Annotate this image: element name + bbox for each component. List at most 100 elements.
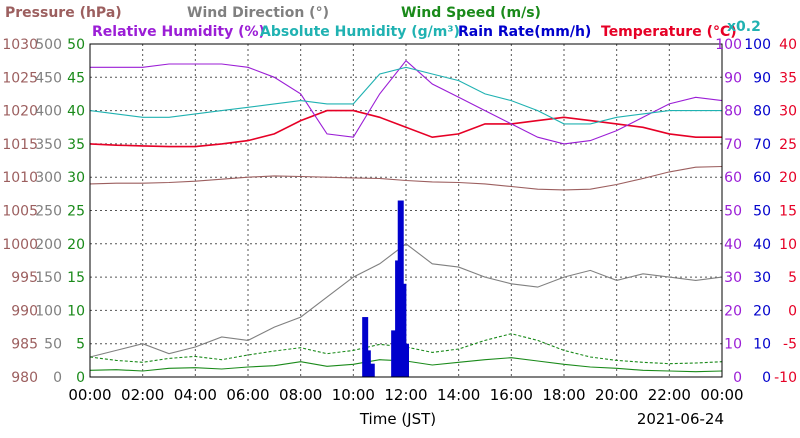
x-tick-label: 14:00 bbox=[437, 386, 480, 404]
tick-label-pressure: 1000 bbox=[2, 237, 38, 253]
tick-label-relative-humidity: 70 bbox=[724, 137, 742, 153]
tick-label-relative-humidity: 60 bbox=[724, 170, 742, 186]
tick-label-relative-humidity: 40 bbox=[724, 237, 742, 253]
tick-label-wind-speed: 20 bbox=[67, 237, 85, 253]
x-tick-label: 08:00 bbox=[279, 386, 322, 404]
right-axes: 1009080706050403020100100908070605040302… bbox=[715, 37, 797, 386]
left-axes: 1030102510201015101010051000995990985980… bbox=[2, 37, 85, 386]
tick-label-pressure: 995 bbox=[11, 270, 38, 286]
series-line-wind-speed bbox=[89, 333, 723, 365]
tick-label-wind-direction: 100 bbox=[35, 303, 62, 319]
tick-label-wind-speed: 15 bbox=[67, 270, 85, 286]
tick-label-wind-speed: 25 bbox=[67, 204, 85, 220]
series-line-pressure bbox=[89, 165, 723, 191]
tick-label-relative-humidity: 100 bbox=[715, 37, 742, 53]
series-line-wind-direction bbox=[89, 243, 723, 358]
tick-label-relative-humidity: 10 bbox=[724, 337, 742, 353]
tick-label-wind-direction: 400 bbox=[35, 104, 62, 120]
tick-label-temperature: 40 bbox=[779, 37, 797, 53]
date-label: 2021-06-24 bbox=[637, 410, 724, 428]
tick-label-pressure: 1020 bbox=[2, 104, 38, 120]
tick-label-temperature: 10 bbox=[779, 237, 797, 253]
tick-label-temperature: 25 bbox=[779, 137, 797, 153]
tick-label-rain-rate: 100 bbox=[744, 37, 771, 53]
tick-label-wind-speed: 0 bbox=[76, 370, 85, 386]
tick-label-rain-rate: 40 bbox=[753, 237, 771, 253]
legend-item-row1: Pressure (hPa) bbox=[5, 5, 122, 21]
tick-label-pressure: 1025 bbox=[2, 70, 38, 86]
x-tick-label: 20:00 bbox=[595, 386, 638, 404]
tick-label-wind-speed: 35 bbox=[67, 137, 85, 153]
tick-label-wind-direction: 0 bbox=[53, 370, 62, 386]
x-tick-label: 00:00 bbox=[68, 386, 111, 404]
tick-label-relative-humidity: 0 bbox=[733, 370, 742, 386]
tick-label-pressure: 1015 bbox=[2, 137, 38, 153]
x-tick-label: 22:00 bbox=[648, 386, 691, 404]
rain-rate-bar bbox=[362, 317, 369, 377]
tick-label-relative-humidity: 20 bbox=[724, 303, 742, 319]
tick-label-temperature: 5 bbox=[788, 270, 797, 286]
legend-item-row1: Wind Speed (m/s) bbox=[401, 5, 541, 21]
tick-label-pressure: 990 bbox=[11, 303, 38, 319]
rain-rate-bar bbox=[391, 330, 398, 377]
abs-humidity-scale-note: x0.2 bbox=[727, 19, 761, 35]
series-line-relative-humidity bbox=[90, 59, 723, 145]
tick-label-pressure: 1030 bbox=[2, 37, 38, 53]
legend-item-row1: Wind Direction (°) bbox=[187, 5, 329, 21]
tick-label-wind-direction: 200 bbox=[35, 237, 62, 253]
rain-rate-bar bbox=[368, 363, 375, 377]
legend-item-row2: Rain Rate(mm/h) bbox=[458, 24, 591, 40]
x-tick-label: 12:00 bbox=[384, 386, 427, 404]
tick-label-wind-speed: 40 bbox=[67, 104, 85, 120]
tick-label-pressure: 980 bbox=[11, 370, 38, 386]
tick-label-temperature: -10 bbox=[774, 370, 797, 386]
tick-label-rain-rate: 30 bbox=[753, 270, 771, 286]
rain-rate-bar bbox=[403, 343, 409, 377]
x-tick-label: 02:00 bbox=[121, 386, 164, 404]
tick-label-pressure: 985 bbox=[11, 337, 38, 353]
x-axis: 00:00 02:00 04:00 06:00 08:00 10:00 12:00 14:00… bbox=[68, 386, 743, 404]
tick-label-rain-rate: 90 bbox=[753, 70, 771, 86]
tick-label-relative-humidity: 50 bbox=[724, 204, 742, 220]
tick-label-relative-humidity: 90 bbox=[724, 70, 742, 86]
x-tick-label: 06:00 bbox=[226, 386, 269, 404]
tick-label-wind-speed: 50 bbox=[67, 37, 85, 53]
tick-label-wind-speed: 10 bbox=[67, 303, 85, 319]
x-tick-label: 00:00 bbox=[700, 386, 743, 404]
tick-label-rain-rate: 0 bbox=[762, 370, 771, 386]
tick-label-wind-direction: 350 bbox=[35, 137, 62, 153]
tick-label-temperature: 35 bbox=[779, 70, 797, 86]
tick-label-temperature: 30 bbox=[779, 104, 797, 120]
tick-label-wind-direction: 250 bbox=[35, 204, 62, 220]
tick-label-wind-direction: 450 bbox=[35, 70, 62, 86]
series-line-relative-humidity bbox=[89, 66, 722, 125]
rain-rate-bar bbox=[364, 350, 371, 377]
tick-label-temperature: 15 bbox=[779, 204, 797, 220]
tick-label-rain-rate: 20 bbox=[753, 303, 771, 319]
tick-label-temperature: 0 bbox=[788, 303, 797, 319]
tick-label-pressure: 1005 bbox=[2, 204, 38, 220]
x-axis-label: Time (JST) bbox=[359, 410, 436, 428]
tick-label-wind-speed: 5 bbox=[76, 337, 85, 353]
series-layer bbox=[89, 59, 723, 378]
tick-label-rain-rate: 10 bbox=[753, 337, 771, 353]
series-line-temperature bbox=[89, 109, 722, 148]
tick-label-wind-speed: 45 bbox=[67, 70, 85, 86]
tick-label-temperature: -5 bbox=[783, 337, 797, 353]
tick-label-relative-humidity: 80 bbox=[724, 104, 742, 120]
plot-frame bbox=[89, 43, 723, 378]
tick-label-rain-rate: 60 bbox=[753, 170, 771, 186]
tick-label-wind-speed: 30 bbox=[67, 170, 85, 186]
legend-item-row2: Absolute Humidity (g/m³) bbox=[260, 24, 460, 40]
tick-label-wind-direction: 300 bbox=[35, 170, 62, 186]
legend-item-row2: Temperature (°C) bbox=[601, 24, 737, 40]
tick-label-wind-direction: 500 bbox=[35, 37, 62, 53]
tick-label-rain-rate: 80 bbox=[753, 104, 771, 120]
legend: Pressure (hPa) Wind Direction (°) Wind Spe… bbox=[5, 5, 737, 40]
plot-border bbox=[89, 43, 723, 378]
x-tick-label: 16:00 bbox=[490, 386, 533, 404]
x-tick-label: 18:00 bbox=[542, 386, 585, 404]
rain-rate-bar bbox=[400, 283, 407, 377]
